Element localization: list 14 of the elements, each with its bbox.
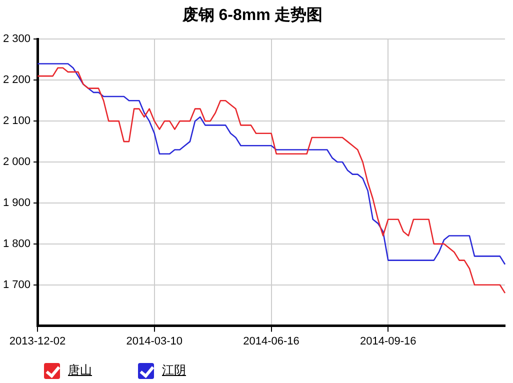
- x-tick-label: 2014-09-16: [360, 335, 416, 348]
- legend-label: 唐山: [68, 362, 92, 379]
- legend-label: 江阴: [162, 362, 186, 379]
- x-tick-label: 2014-03-10: [126, 335, 183, 348]
- y-tick-label: 2 000: [2, 156, 31, 168]
- y-tick-label: 1 900: [2, 197, 31, 210]
- y-tick-label: 2 300: [2, 33, 31, 46]
- y-tick-label: 2 200: [2, 74, 31, 86]
- x-tick-label: 2013-12-02: [9, 335, 66, 348]
- y-tick-label: 2 100: [2, 115, 31, 128]
- y-tick-label: 1 700: [2, 278, 31, 291]
- chart-title: 废钢 6-8mm 走势图: [181, 6, 323, 24]
- x-tick-label: 2014-06-16: [243, 335, 300, 348]
- y-tick-label: 1 800: [2, 238, 31, 250]
